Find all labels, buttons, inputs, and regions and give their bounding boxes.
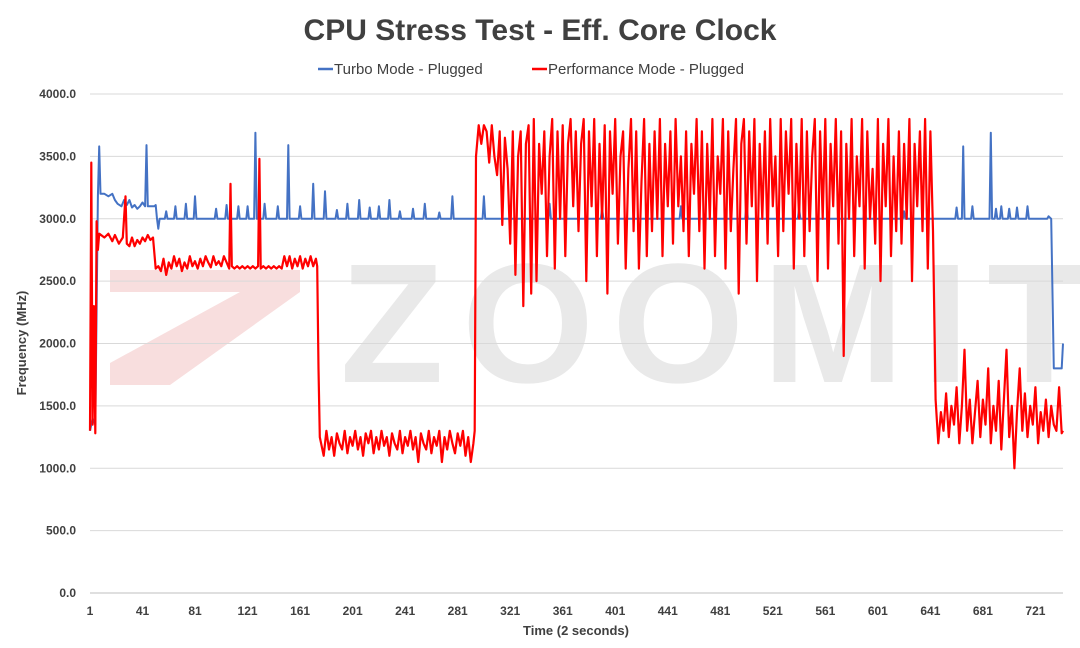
- y-tick-label: 1000.0: [39, 461, 76, 475]
- y-tick-label: 1500.0: [39, 399, 76, 413]
- watermark-text: ZOOMIT: [340, 229, 1080, 419]
- x-tick-label: 161: [290, 604, 310, 618]
- x-tick-label: 201: [343, 604, 363, 618]
- y-tick-label: 2000.0: [39, 337, 76, 351]
- x-tick-label: 561: [815, 604, 835, 618]
- x-tick-label: 481: [710, 604, 730, 618]
- x-tick-label: 281: [448, 604, 468, 618]
- x-tick-label: 601: [868, 604, 888, 618]
- y-axis-title: Frequency (MHz): [14, 291, 29, 396]
- x-tick-label: 641: [920, 604, 940, 618]
- x-tick-label: 241: [395, 604, 415, 618]
- x-axis-ticks: 1 41 81 121 161 201 241 281 321 361 401 441 481 521 56…: [87, 604, 1046, 618]
- x-tick-label: 681: [973, 604, 993, 618]
- chart-title: CPU Stress Test - Eff. Core Clock: [304, 14, 777, 47]
- x-tick-label: 361: [553, 604, 573, 618]
- x-tick-label: 41: [136, 604, 150, 618]
- x-tick-label: 401: [605, 604, 625, 618]
- y-tick-label: 2500.0: [39, 274, 76, 288]
- y-tick-label: 3000.0: [39, 212, 76, 226]
- legend: Turbo Mode - Plugged Performance Mode - …: [318, 61, 744, 78]
- series-line-turbo: [89, 131, 1064, 432]
- x-tick-label: 441: [658, 604, 678, 618]
- y-axis-ticks: 0.0 500.0 1000.0 1500.0 2000.0 2500.0 3000.0 35…: [39, 87, 76, 600]
- x-axis-title: Time (2 seconds): [523, 623, 629, 638]
- x-tick-label: 521: [763, 604, 783, 618]
- watermark-logo-icon: [110, 270, 300, 385]
- y-tick-label: 4000.0: [39, 87, 76, 101]
- y-tick-label: 500.0: [46, 524, 76, 538]
- series-lines: [88, 117, 1064, 470]
- x-tick-label: 121: [238, 604, 258, 618]
- y-tick-label: 0.0: [59, 586, 76, 600]
- legend-label-turbo: Turbo Mode - Plugged: [334, 61, 483, 78]
- x-tick-label: 1: [87, 604, 94, 618]
- legend-label-performance: Performance Mode - Plugged: [548, 61, 744, 78]
- series-line-performance: [88, 117, 1064, 470]
- y-tick-label: 3500.0: [39, 149, 76, 163]
- x-tick-label: 321: [500, 604, 520, 618]
- x-tick-label: 721: [1025, 604, 1045, 618]
- x-tick-label: 81: [188, 604, 202, 618]
